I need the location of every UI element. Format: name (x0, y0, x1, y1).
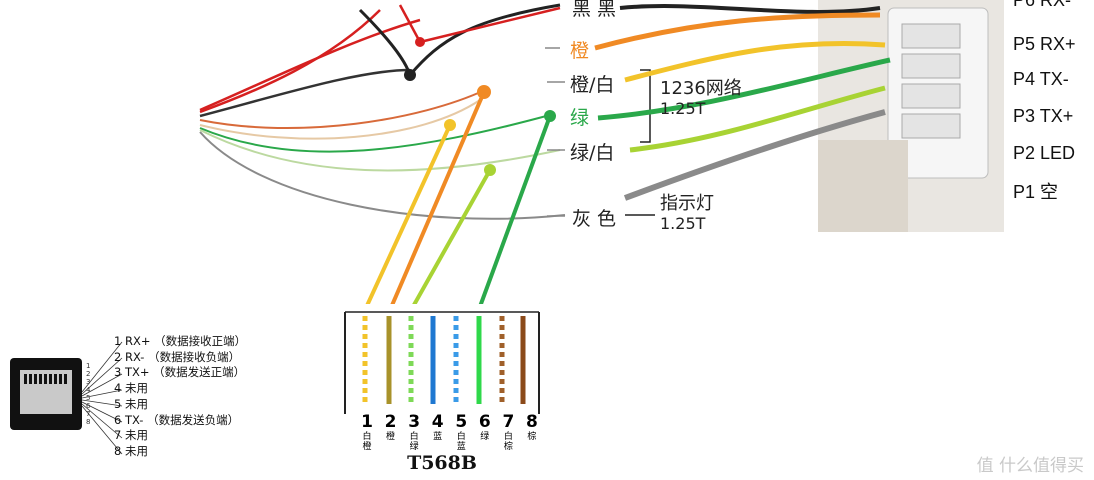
t568b-drawing (344, 311, 540, 414)
t568b-pin-5: 5 白蓝 (455, 412, 468, 452)
label-orange: 橙 (570, 40, 590, 62)
wire-orange-to-connector (594, 12, 881, 51)
rj45-pin-4: 4 未用 (114, 381, 148, 396)
label-orange-white: 橙/白 (570, 74, 615, 96)
rj45-panel: 1 2 3 4 5 6 7 8 1 RX+ （数据接收正端） 2 RX- （数据… (8, 318, 283, 478)
group-label-network: 1236网络 (660, 78, 742, 99)
label-gray: 灰 色 (572, 208, 617, 230)
rj45-jack-icon (10, 358, 82, 430)
black-wire-2 (358, 8, 412, 76)
orange-wire-bundle (199, 89, 486, 130)
pin-label-p5: P5 RX+ (1013, 34, 1076, 54)
rj45-pin-6: 6 TX- （数据发送负端） (114, 412, 240, 427)
t568b-pin-1: 1 白橙 (361, 412, 373, 452)
group-label-network-size: 1.25T (660, 99, 706, 118)
red-wire-1 (199, 9, 381, 114)
rj45-pin-5: 5 未用 (114, 396, 148, 411)
label-green: 绿 (570, 107, 590, 129)
rj45-pin-list: 1 RX+ （数据接收正端） 2 RX- （数据接收负端） 3 TX+ （数据发… (114, 334, 246, 460)
group-label-indicator-size: 1.25T (660, 214, 706, 233)
connector-slot-p3 (901, 83, 961, 109)
green-dot (544, 110, 556, 122)
pin-label-p6: P6 RX- (1013, 0, 1072, 10)
wire-gray-to-connector (623, 109, 886, 201)
line-green-white-to-pin3 (408, 169, 492, 313)
group-bracket (640, 69, 651, 143)
orange-white-dot (444, 119, 456, 131)
gray-wire-bundle (199, 131, 566, 220)
rj45-pin-2: 2 RX- （数据接收负端） (114, 349, 241, 364)
red-wire-3 (398, 4, 561, 44)
pin-label-p2: P2 LED (1013, 143, 1076, 163)
wire-green-white-to-connector (629, 85, 886, 153)
rj45-pin-7: 7 未用 (114, 428, 148, 443)
orange-white-wire-bundle (199, 99, 481, 140)
green-wire-bundle (199, 114, 551, 153)
line-orange-to-pin2 (388, 91, 486, 311)
connector-slot-p2 (901, 113, 961, 139)
pin-label-p3: P3 TX+ (1013, 106, 1074, 126)
pin-label-p1: P1 空 (1013, 182, 1059, 202)
black-junction (404, 69, 416, 81)
t568b-pin-7: 7 白棕 (502, 412, 515, 452)
watermark: 值 什么值得买 (976, 456, 1084, 476)
orange-dot (477, 85, 491, 99)
line-orange-white-to-pin1 (363, 124, 452, 311)
line-green-to-pin6 (476, 115, 552, 313)
black-wire-top (619, 4, 881, 14)
red-wire-2 (199, 18, 421, 112)
rj45-side-numbers: 1 2 3 4 5 6 7 8 (86, 362, 91, 426)
rj45-pin-3: 3 TX+ （数据发送正端） (114, 365, 246, 380)
t568b-title: T568B (407, 452, 477, 474)
wire-green-to-connector (597, 57, 891, 121)
connector-photo (818, 0, 1004, 232)
rj45-jack-contacts (24, 374, 68, 384)
green-white-dot (484, 164, 496, 176)
t568b-pin-3: 3 白绿 (408, 412, 421, 452)
pin-label-p4: P4 TX- (1013, 69, 1069, 89)
green-white-wire-bundle (199, 129, 561, 172)
rj45-fan-lines (82, 341, 123, 455)
group-label-indicator: 指示灯 (660, 193, 714, 214)
connector-shadow (818, 140, 908, 232)
black-wire-1 (199, 68, 411, 118)
label-black: 黑 黑 (572, 0, 617, 20)
connector-slot-p4 (901, 53, 961, 79)
connector-housing-drawing (818, 7, 989, 232)
wire-orange-white-to-connector (624, 40, 886, 83)
connector-slot-p5 (901, 23, 961, 49)
label-green-white: 绿/白 (570, 142, 615, 164)
rj45-pin-8: 8 未用 (114, 443, 148, 458)
rj45-pin-1: 1 RX+ （数据接收正端） (114, 334, 247, 348)
